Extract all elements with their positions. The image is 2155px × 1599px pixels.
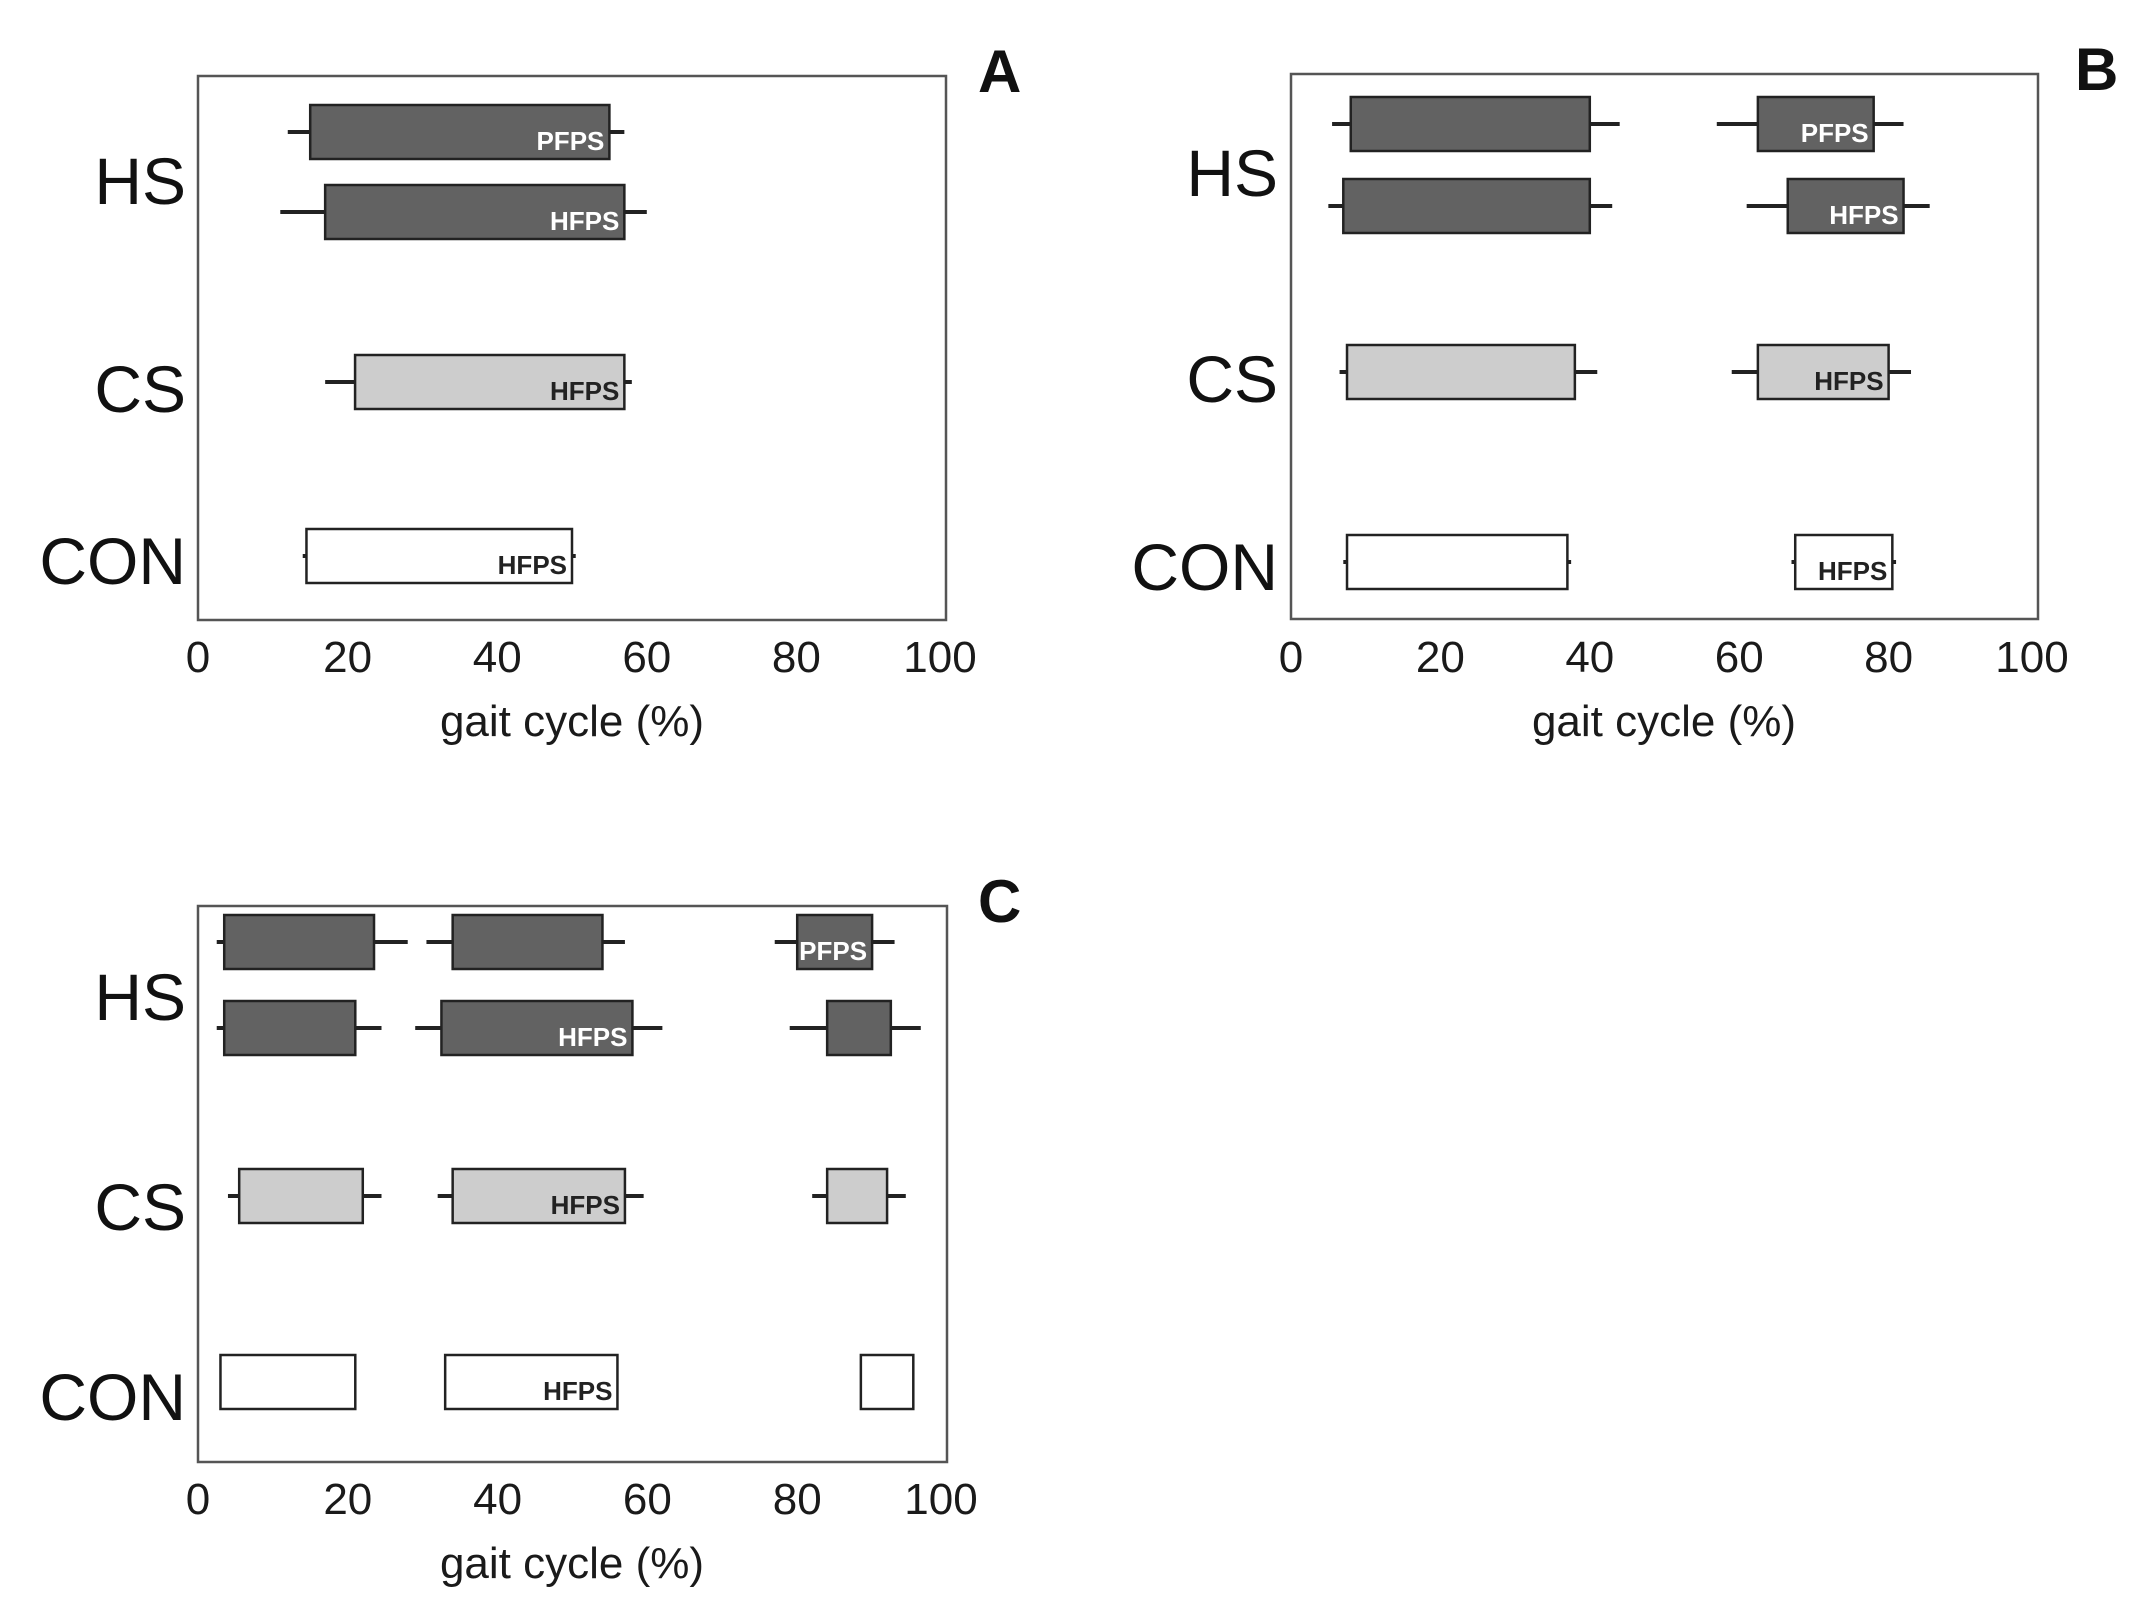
panel-c-hs-2-bar-1 [222, 999, 357, 1057]
panel-a-tick-80: 80 [772, 633, 821, 682]
panel-b-hs-2-bar-1 [1342, 177, 1592, 235]
panel-c-label-cs: CS [94, 1170, 186, 1244]
panel-c-cs-bar-2-label: HFPS [551, 1190, 620, 1220]
panel-c-cs-bar-2 [451, 1167, 627, 1225]
panel-b-con-bar-2-label: HFPS [1818, 556, 1887, 586]
panel-c-con-bar-3 [859, 1353, 915, 1411]
panel-c-hs-1-bar-1 [222, 913, 376, 971]
panel-a-hs-2-bar-1 [323, 183, 626, 241]
panel-c-cs-bar-1 [237, 1167, 365, 1225]
panel-b-tick-60: 60 [1715, 633, 1764, 682]
panel-a-hs-1-bar-1 [308, 103, 611, 161]
panel-a-tick-60: 60 [622, 633, 671, 682]
panel-a-label-con: CON [39, 524, 186, 598]
panel-b-marks: PFPS HFPS HFPS HFPS [1328, 95, 1930, 591]
panel-b-cs-bar-2 [1756, 343, 1890, 401]
panel-c-label-hs: HS [94, 960, 186, 1034]
panel-b-label-con: CON [1131, 530, 1278, 604]
panel-b-hs-1-bar-1 [1349, 95, 1592, 153]
panel-b-tick-40: 40 [1565, 633, 1614, 682]
panel-c-letter: C [978, 868, 1021, 935]
panel-b-label-hs: HS [1186, 136, 1278, 210]
panel-b-hs-2-bar-2-label: HFPS [1829, 200, 1898, 230]
panel-b-hs-2-bar-2 [1786, 177, 1905, 235]
panel-c-label-con: CON [39, 1360, 186, 1434]
panel-a-marks: PFPS HFPS HFPS HFPS [280, 103, 647, 585]
panel-a-cs-bar-1 [353, 353, 626, 411]
panel-c-tick-80: 80 [773, 1475, 822, 1524]
panel-b-tick-20: 20 [1416, 633, 1465, 682]
panel-a-xlabel: gait cycle (%) [440, 697, 704, 746]
panel-c-tick-40: 40 [473, 1475, 522, 1524]
panel-b-cs-bar-1 [1345, 343, 1577, 401]
panel-c-tick-20: 20 [323, 1475, 372, 1524]
panel-a-letter: A [978, 38, 1021, 105]
panel-a-con-bar-1-label: HFPS [498, 550, 567, 580]
panel-c-marks: PFPS HFPS HFPS HFPS [216, 913, 921, 1411]
panel-c-tick-0: 0 [186, 1475, 210, 1524]
panel-b-hs-1-bar-2 [1756, 95, 1875, 153]
panel-a-label-cs: CS [94, 352, 186, 426]
panel-c-tick-100: 100 [904, 1475, 977, 1524]
panel-b-con-bar-1 [1345, 533, 1569, 591]
panel-c-hs-2-bar-2-label: HFPS [558, 1022, 627, 1052]
panel-c-hs-1-bar-2 [451, 913, 604, 971]
panel-c-xlabel: gait cycle (%) [440, 1539, 704, 1588]
panel-c-con-bar-1 [219, 1353, 357, 1411]
panel-a-tick-20: 20 [323, 633, 372, 682]
panel-b-con-bar-2 [1793, 533, 1894, 591]
panel-c-hs-1-bar-3 [795, 913, 874, 971]
panel-a-hs-1-bar-1-label: PFPS [536, 126, 604, 156]
panel-a-hs-2-bar-1-label: HFPS [550, 206, 619, 236]
panel-b-tick-80: 80 [1864, 633, 1913, 682]
panel-c-con-bar-2-label: HFPS [543, 1376, 612, 1406]
panel-a-con-bar-1 [305, 527, 574, 585]
panel-b-tick-0: 0 [1279, 633, 1303, 682]
panel-b-xlabel: gait cycle (%) [1532, 697, 1796, 746]
panel-c-con-bar-2 [443, 1353, 619, 1411]
panel-a-tick-0: 0 [186, 633, 210, 682]
panel-b-tick-100: 100 [1995, 633, 2068, 682]
panel-b-label-cs: CS [1186, 342, 1278, 416]
panel-a-label-hs: HS [94, 144, 186, 218]
panel-b-hs-1-bar-2-label: PFPS [1801, 118, 1869, 148]
panel-c-hs-2-bar-2 [440, 999, 634, 1057]
panel-c-tick-60: 60 [623, 1475, 672, 1524]
panel-b-letter: B [2075, 36, 2118, 103]
panel-c-hs-1-bar-3-label: PFPS [799, 936, 867, 966]
panel-a-tick-40: 40 [473, 633, 522, 682]
panel-a-tick-100: 100 [903, 633, 976, 682]
panel-b-cs-bar-2-label: HFPS [1814, 366, 1883, 396]
panel-c-hs-2-bar-3 [825, 999, 893, 1057]
panel-a-cs-bar-1-label: HFPS [550, 376, 619, 406]
panel-c-cs-bar-3 [825, 1167, 889, 1225]
